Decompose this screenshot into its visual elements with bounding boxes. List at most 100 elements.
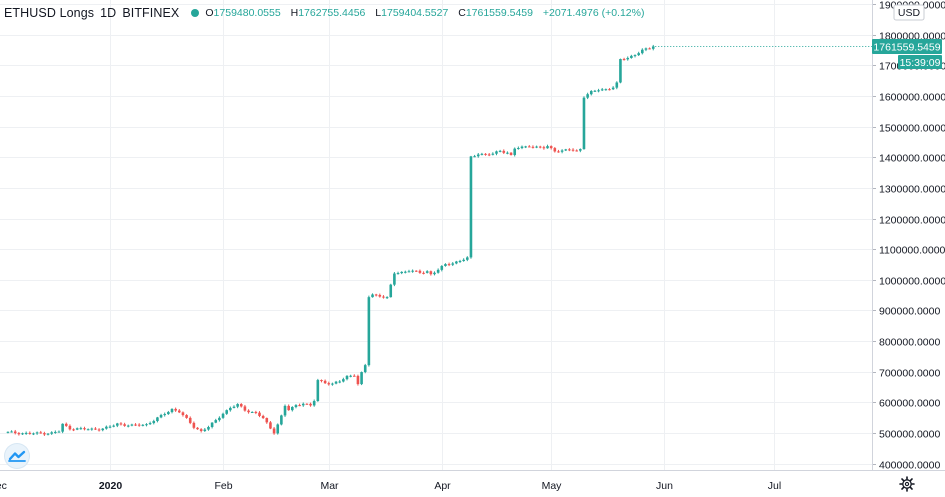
candle-body	[250, 411, 254, 413]
candle-body	[10, 431, 13, 433]
candle-body	[261, 415, 265, 419]
candle-body	[466, 257, 469, 260]
candle-body	[462, 259, 465, 261]
candle-body	[604, 89, 608, 91]
candle-body	[575, 150, 578, 152]
candle-body	[283, 405, 287, 416]
candle-body	[170, 408, 174, 413]
low-label: L	[375, 7, 382, 19]
candle-body	[305, 403, 309, 405]
candle-body	[560, 150, 564, 152]
candle-body	[232, 406, 236, 408]
interval-label[interactable]: 1D	[100, 6, 117, 20]
symbol-name[interactable]: ETHUSD Longs	[4, 6, 95, 20]
candle-body	[320, 380, 323, 382]
candle-body	[455, 261, 458, 264]
candle-body	[407, 271, 411, 273]
candle-body	[298, 405, 301, 407]
candle-body	[137, 424, 141, 426]
candle-body	[83, 428, 86, 430]
candle-body	[425, 271, 429, 273]
candle-body	[254, 411, 258, 413]
candle-body	[630, 55, 633, 58]
candle-body	[181, 412, 185, 416]
candle-body	[527, 146, 531, 148]
candle-body	[520, 146, 524, 149]
y-tick-label: 800000.0000	[879, 337, 940, 349]
candle-body	[633, 55, 637, 57]
y-tick-label: 1400000.0000	[879, 153, 945, 165]
candle-body	[487, 154, 491, 156]
candle-body	[68, 425, 72, 430]
x-tick-label: 2020	[99, 480, 123, 492]
candle-body	[108, 426, 112, 428]
y-tick-label: 1300000.0000	[879, 184, 945, 196]
y-tick-label: 1200000.0000	[879, 215, 945, 227]
candle-body	[506, 152, 509, 154]
candle-body	[411, 270, 414, 272]
close-label: C	[458, 7, 466, 19]
candle-body	[553, 148, 557, 152]
candle-body	[418, 270, 422, 273]
candle-body	[568, 149, 571, 151]
y-tick-label: 600000.0000	[879, 398, 940, 410]
candle-body	[644, 48, 648, 50]
candle-body	[593, 90, 597, 92]
candle-body	[473, 156, 476, 158]
candle-body	[112, 425, 115, 427]
candle-body	[611, 87, 615, 90]
candle-body	[360, 372, 363, 385]
currency-badge[interactable]: USD	[898, 7, 921, 19]
candle-body	[192, 422, 196, 428]
countdown-badge: 15:39:09	[900, 57, 941, 69]
candle-body	[637, 53, 640, 56]
candle-body	[97, 429, 101, 431]
x-tick-label: Dec	[0, 480, 7, 492]
candle-body	[39, 432, 43, 434]
x-tick-label: May	[542, 480, 563, 492]
candle-body	[396, 273, 400, 275]
candle-body	[123, 424, 126, 426]
tradingview-logo-icon[interactable]	[5, 444, 29, 468]
candle-body	[210, 422, 214, 427]
candle-body	[495, 151, 498, 154]
change-value: +2071.4976 (+0.12%)	[542, 7, 645, 19]
candle-body	[349, 375, 352, 377]
candle-body	[641, 49, 644, 54]
candle-body	[177, 410, 181, 413]
candle-body	[542, 147, 546, 149]
candle-body	[301, 403, 305, 406]
candle-body	[258, 412, 261, 416]
candle-body	[338, 381, 342, 383]
candle-body	[79, 428, 83, 430]
candle-body	[43, 433, 46, 435]
candle-body	[185, 415, 188, 418]
chart-legend: ETHUSD Longs 1D BITFINEX O1759480.0555 H…	[4, 6, 644, 20]
candle-body	[352, 375, 356, 377]
candle-body	[126, 425, 130, 427]
candle-body	[265, 418, 269, 423]
candle-body	[356, 375, 360, 385]
x-tick-label: Apr	[434, 480, 451, 492]
candle-body	[345, 375, 349, 380]
candle-body	[134, 424, 137, 426]
chart-grid	[0, 0, 872, 470]
gear-icon[interactable]	[899, 476, 915, 492]
candle-body	[116, 423, 119, 426]
x-tick-label: Jul	[768, 480, 781, 492]
candle-body	[367, 297, 371, 366]
candle-body	[480, 153, 484, 155]
candle-body	[199, 429, 203, 431]
candle-body	[174, 408, 177, 411]
candle-body	[316, 380, 320, 402]
candle-body	[385, 297, 389, 299]
candle-body	[626, 57, 630, 60]
candle-body	[582, 97, 586, 150]
candle-body	[94, 428, 97, 430]
candle-body	[57, 431, 61, 433]
candle-body	[469, 156, 473, 258]
candle-body	[608, 89, 611, 91]
